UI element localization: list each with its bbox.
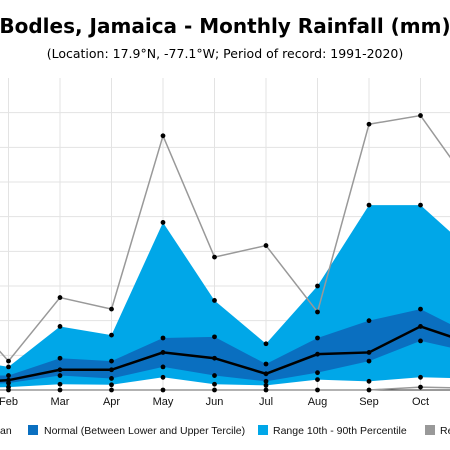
lower-tercile-point <box>109 376 114 381</box>
legend: an Normal (Between Lower and Upper Tercil… <box>0 425 450 437</box>
percentile-10-point <box>212 381 217 387</box>
percentile-90-point <box>315 283 320 289</box>
percentile-90-point <box>212 298 217 303</box>
record-low-point <box>366 387 372 393</box>
x-tick-label: Feb <box>0 396 18 408</box>
x-tick-label: Jun <box>206 396 224 408</box>
chart-subtitle: (Location: 17.9°N, -77.1°W; Period of re… <box>47 46 404 61</box>
lower-tercile-point <box>57 373 63 378</box>
percentile-90-point <box>57 324 63 329</box>
percentile-90-point <box>263 341 269 347</box>
record-high-point <box>315 309 320 315</box>
lower-tercile-point <box>160 364 166 370</box>
percentile-90-point <box>366 202 372 208</box>
percentile-90-point <box>418 202 423 208</box>
percentile-10-point <box>109 382 114 388</box>
legend-label: Normal (Between Lower and Upper Tercile) <box>44 425 245 437</box>
percentile-10-point <box>6 384 11 390</box>
record-low-point <box>57 387 63 393</box>
percentile-10-point <box>315 377 320 382</box>
record-high-point <box>212 254 217 260</box>
lower-tercile-point <box>418 338 423 344</box>
record-low-point <box>109 387 114 393</box>
upper-tercile-point <box>315 335 320 341</box>
percentile-10-point <box>160 374 166 380</box>
record-low-point <box>315 387 320 393</box>
upper-tercile-point <box>160 335 166 341</box>
median-point <box>6 377 11 383</box>
record-low-point <box>212 387 217 393</box>
median-point <box>57 367 63 373</box>
x-tick-label: Apr <box>103 396 120 408</box>
record-high-point <box>418 113 423 118</box>
legend-swatch <box>258 425 268 435</box>
x-tick-label: Jul <box>259 396 273 408</box>
percentile-90-point <box>6 364 11 370</box>
record-low-point <box>160 387 166 393</box>
lower-tercile-point <box>366 358 372 364</box>
upper-tercile-point <box>109 358 114 364</box>
median-point <box>212 355 217 361</box>
record-low-point <box>418 384 423 390</box>
upper-tercile-point <box>57 355 63 361</box>
normal-tercile-band <box>0 309 450 384</box>
x-tick-label: Sep <box>359 396 379 408</box>
median-point <box>109 367 114 373</box>
record-low-point <box>263 387 269 393</box>
record-high-point <box>263 243 269 248</box>
percentile-10-point <box>366 378 372 384</box>
median-point <box>315 351 320 357</box>
legend-label: Range 10th - 90th Percentile <box>273 425 407 437</box>
legend-label: Re <box>440 425 450 437</box>
percentile-10-point <box>57 381 63 387</box>
legend-swatch <box>28 425 38 435</box>
percentile-10-point <box>263 382 269 388</box>
record-high-point <box>57 295 63 300</box>
lower-tercile-point <box>263 378 269 384</box>
lower-tercile-point <box>315 370 320 376</box>
record-high-point <box>6 358 11 364</box>
data-points <box>6 113 423 393</box>
upper-tercile-point <box>263 361 269 367</box>
x-tick-label: Mar <box>51 396 70 408</box>
percentile-90-point <box>160 220 166 225</box>
median-point <box>160 350 166 355</box>
legend-label: an <box>0 425 12 437</box>
record-high-point <box>160 133 166 139</box>
legend-swatch <box>425 425 435 435</box>
upper-tercile-point <box>418 306 423 312</box>
upper-tercile-point <box>366 318 372 324</box>
x-tick-label: Aug <box>308 396 328 408</box>
x-axis: Feb Mar Apr May Jun Jul Aug Sep Oct <box>0 396 429 408</box>
record-high-point <box>366 121 372 127</box>
median-point <box>418 324 423 329</box>
x-tick-label: Oct <box>412 396 429 408</box>
percentile-90-point <box>109 332 114 338</box>
chart-title: Bodles, Jamaica - Monthly Rainfall (mm) <box>0 14 450 38</box>
median-point <box>263 371 269 377</box>
x-tick-label: May <box>153 396 174 408</box>
percentile-10-point <box>418 374 423 380</box>
median-point <box>366 350 372 355</box>
upper-tercile-point <box>212 334 217 340</box>
lower-tercile-point <box>212 373 217 378</box>
data-bands <box>0 205 450 388</box>
record-high-point <box>109 306 114 312</box>
upper-tercile-point <box>6 373 11 378</box>
